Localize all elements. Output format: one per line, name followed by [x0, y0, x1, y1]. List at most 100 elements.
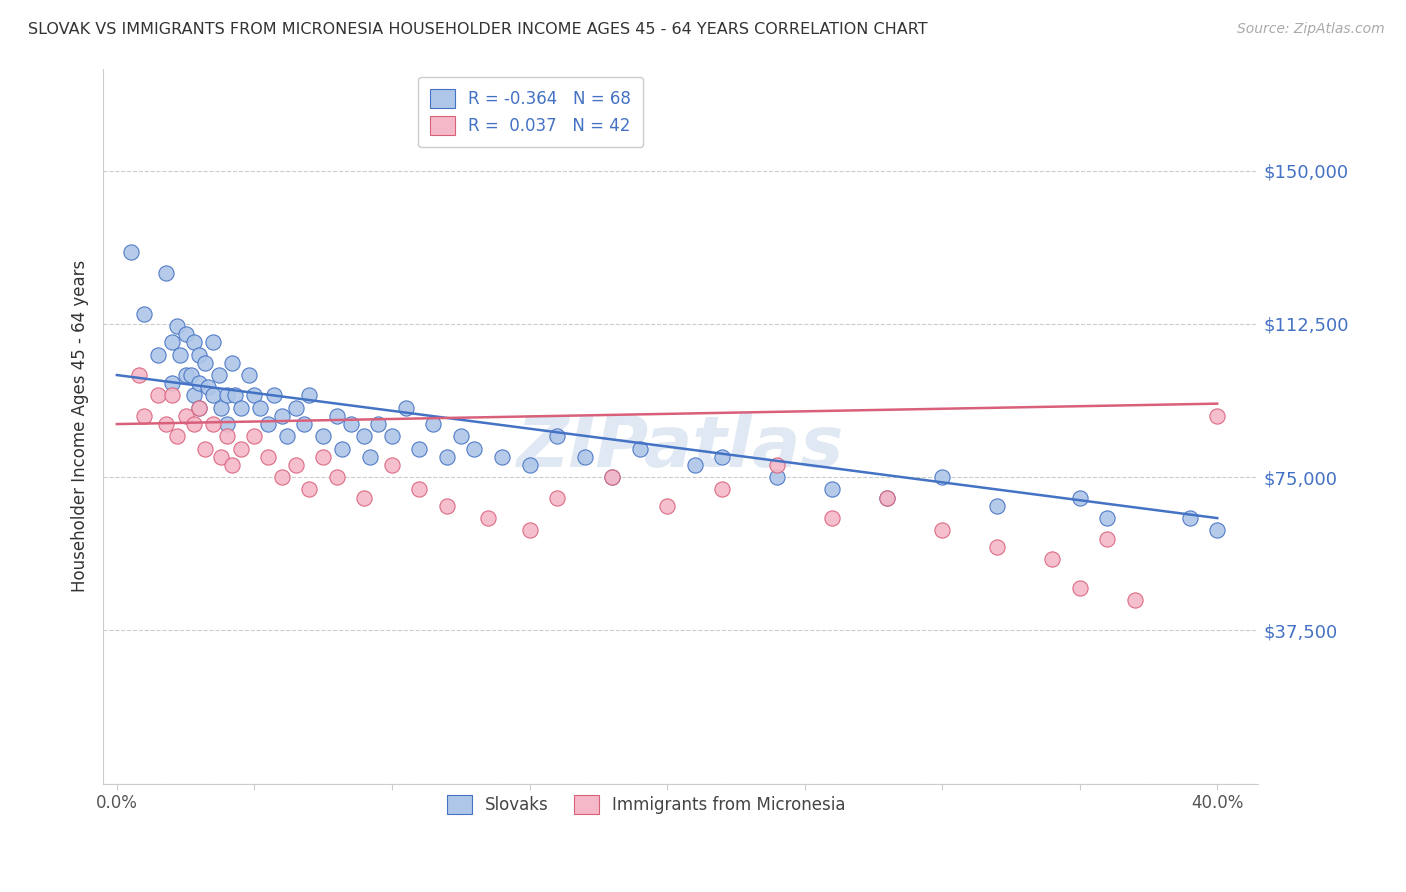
Point	[395, 401, 418, 415]
Point	[209, 401, 232, 415]
Point	[188, 348, 211, 362]
Point	[146, 348, 169, 362]
Point	[821, 483, 844, 497]
Point	[263, 388, 285, 402]
Point	[381, 458, 404, 472]
Point	[128, 368, 150, 382]
Point	[174, 368, 197, 382]
Point	[546, 491, 568, 505]
Point	[353, 429, 375, 443]
Point	[986, 499, 1008, 513]
Point	[353, 491, 375, 505]
Point	[215, 388, 238, 402]
Point	[188, 401, 211, 415]
Point	[146, 388, 169, 402]
Point	[546, 429, 568, 443]
Point	[359, 450, 381, 464]
Point	[463, 442, 485, 456]
Point	[450, 429, 472, 443]
Point	[1095, 532, 1118, 546]
Point	[208, 368, 231, 382]
Point	[422, 417, 444, 431]
Point	[292, 417, 315, 431]
Point	[276, 429, 298, 443]
Point	[284, 401, 307, 415]
Point	[194, 442, 217, 456]
Point	[298, 483, 321, 497]
Point	[257, 450, 280, 464]
Text: ZIPatlas: ZIPatlas	[517, 413, 845, 482]
Point	[188, 401, 211, 415]
Point	[134, 307, 156, 321]
Point	[183, 417, 205, 431]
Point	[257, 417, 280, 431]
Point	[194, 356, 217, 370]
Point	[367, 417, 389, 431]
Point	[202, 335, 225, 350]
Point	[312, 450, 335, 464]
Point	[180, 368, 202, 382]
Text: SLOVAK VS IMMIGRANTS FROM MICRONESIA HOUSEHOLDER INCOME AGES 45 - 64 YEARS CORRE: SLOVAK VS IMMIGRANTS FROM MICRONESIA HOU…	[28, 22, 928, 37]
Point	[408, 442, 430, 456]
Point	[1069, 581, 1091, 595]
Point	[1040, 552, 1063, 566]
Point	[1206, 524, 1229, 538]
Point	[174, 327, 197, 342]
Point	[600, 470, 623, 484]
Y-axis label: Householder Income Ages 45 - 64 years: Householder Income Ages 45 - 64 years	[72, 260, 89, 592]
Point	[436, 450, 458, 464]
Point	[166, 318, 188, 333]
Point	[284, 458, 307, 472]
Point	[298, 388, 321, 402]
Point	[600, 470, 623, 484]
Point	[821, 511, 844, 525]
Point	[249, 401, 271, 415]
Point	[381, 429, 404, 443]
Point	[243, 388, 266, 402]
Point	[931, 470, 953, 484]
Point	[174, 409, 197, 423]
Point	[986, 540, 1008, 554]
Point	[477, 511, 499, 525]
Point	[436, 499, 458, 513]
Point	[574, 450, 596, 464]
Point	[183, 335, 205, 350]
Point	[1095, 511, 1118, 525]
Point	[120, 245, 142, 260]
Point	[202, 417, 225, 431]
Point	[312, 429, 335, 443]
Point	[766, 470, 789, 484]
Point	[1206, 409, 1229, 423]
Point	[519, 524, 541, 538]
Point	[628, 442, 651, 456]
Point	[160, 388, 183, 402]
Point	[519, 458, 541, 472]
Point	[155, 417, 177, 431]
Point	[711, 450, 734, 464]
Point	[326, 409, 349, 423]
Point	[215, 429, 238, 443]
Point	[134, 409, 156, 423]
Point	[221, 458, 243, 472]
Point	[188, 376, 211, 391]
Point	[1178, 511, 1201, 525]
Point	[169, 348, 191, 362]
Point	[197, 380, 219, 394]
Text: Source: ZipAtlas.com: Source: ZipAtlas.com	[1237, 22, 1385, 37]
Point	[876, 491, 898, 505]
Point	[332, 442, 354, 456]
Point	[229, 401, 252, 415]
Point	[224, 388, 246, 402]
Point	[1123, 592, 1146, 607]
Point	[931, 524, 953, 538]
Point	[271, 470, 294, 484]
Point	[183, 388, 205, 402]
Point	[221, 356, 243, 370]
Point	[155, 266, 177, 280]
Point	[229, 442, 252, 456]
Point	[491, 450, 513, 464]
Point	[202, 388, 225, 402]
Point	[271, 409, 294, 423]
Point	[1069, 491, 1091, 505]
Point	[326, 470, 349, 484]
